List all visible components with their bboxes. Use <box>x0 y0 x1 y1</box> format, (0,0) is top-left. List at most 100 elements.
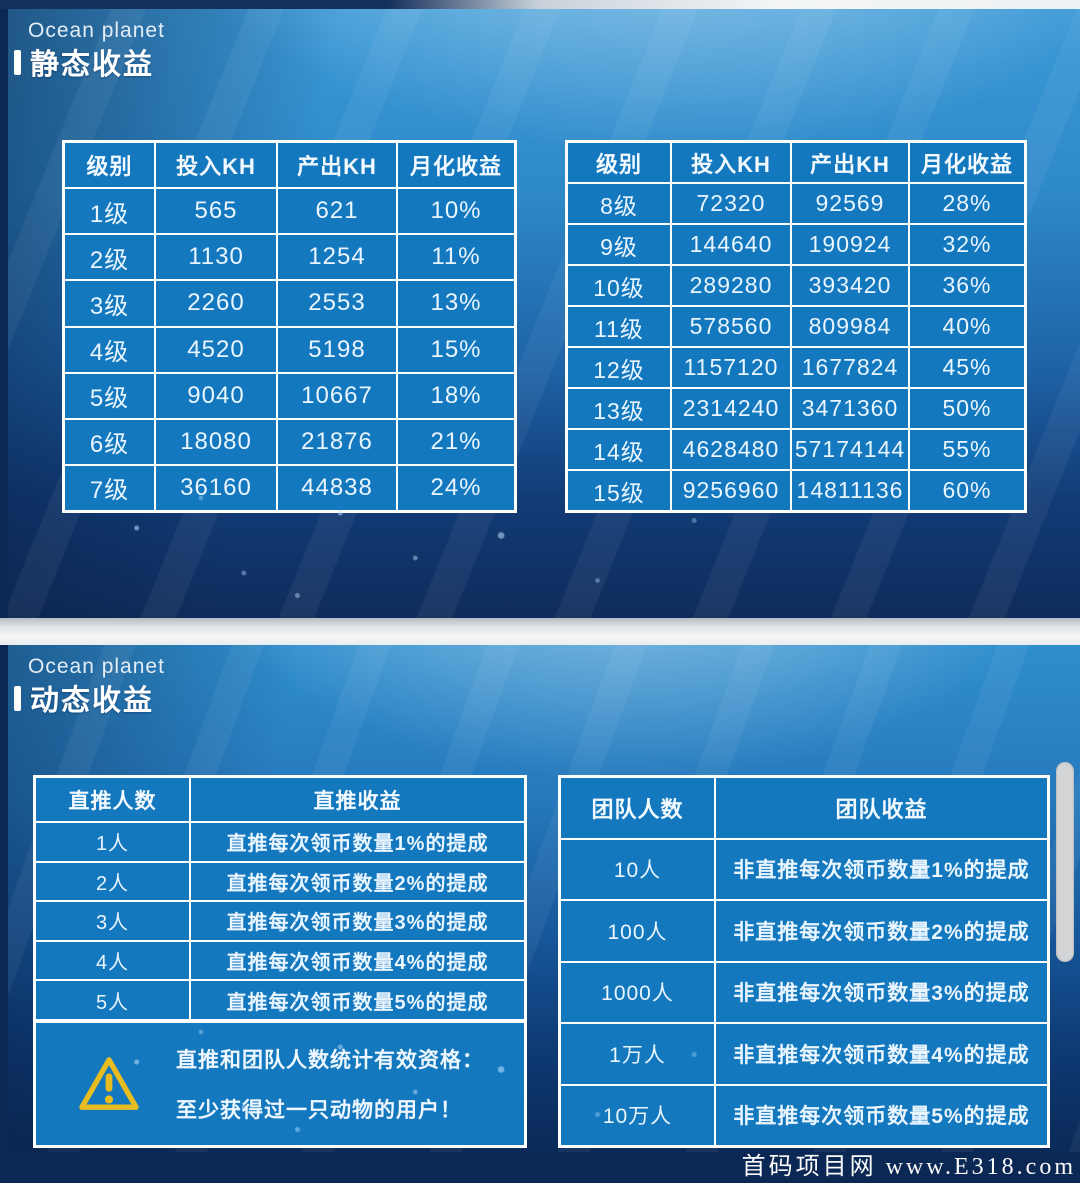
brand-label: Ocean planet <box>28 19 165 42</box>
table-header-cell: 月化收益 <box>398 143 514 188</box>
table-cell: 50% <box>910 389 1024 428</box>
dynamic-income-panel: Ocean planet 动态收益 直推人数 直推收益 1人 直推每次领币数量1%的提… <box>8 645 1080 1152</box>
table-cell: 44838 <box>278 465 396 510</box>
table-cell: 1000人 <box>561 962 714 1022</box>
table-cell: 12级 <box>568 348 670 387</box>
panel-title-text: 静态收益 <box>30 49 155 81</box>
table-header-cell: 产出KH <box>278 143 396 188</box>
table-header-cell: 直推人数 <box>36 778 189 821</box>
table-cell: 直推每次领币数量5%的提成 <box>191 981 524 1019</box>
table-cell: 36% <box>910 266 1024 305</box>
direct-referral-table: 直推人数 直推收益 1人 直推每次领币数量1%的提成 2人 直推每次领币数量2%的提成 3人… <box>33 775 527 1022</box>
top-edge-strip <box>0 0 1080 9</box>
table-cell: 3471360 <box>792 389 908 428</box>
table-cell: 60% <box>910 471 1024 510</box>
table-cell: 1万人 <box>561 1024 714 1084</box>
table-cell: 6级 <box>65 419 154 464</box>
table-cell: 10人 <box>561 839 714 899</box>
table-cell: 13级 <box>568 389 670 428</box>
table-cell: 10万人 <box>561 1085 714 1145</box>
dynamic-panel-title: 动态收益 <box>14 677 154 719</box>
title-bar-glyph <box>14 49 21 75</box>
table-cell: 5级 <box>65 373 154 418</box>
table-cell: 5198 <box>278 327 396 372</box>
static-table-left: 级别 投入KH 产出KH 月化收益 1级 565 621 10% 2级 1130 1254 11% 3级… <box>62 140 517 513</box>
warning-text: 直推和团队人数统计有效资格： 至少获得过一只动物的用户！ <box>176 1044 484 1124</box>
table-cell: 9256960 <box>672 471 790 510</box>
table-cell: 非直推每次领币数量1%的提成 <box>716 839 1047 899</box>
table-cell: 非直推每次领币数量3%的提成 <box>716 962 1047 1022</box>
table-cell: 1677824 <box>792 348 908 387</box>
table-cell: 190924 <box>792 225 908 264</box>
static-table-right: 级别 投入KH 产出KH 月化收益 8级 72320 92569 28% 9级 144640 190… <box>565 140 1027 513</box>
table-cell: 144640 <box>672 225 790 264</box>
table-cell: 8级 <box>568 184 670 223</box>
table-cell: 1157120 <box>672 348 790 387</box>
brand-label: Ocean planet <box>28 655 165 678</box>
table-cell: 621 <box>278 189 396 234</box>
table-cell: 直推每次领币数量1%的提成 <box>191 823 524 861</box>
table-header-cell: 级别 <box>568 143 670 182</box>
scrollbar-thumb[interactable] <box>1056 762 1074 962</box>
table-cell: 1130 <box>156 235 276 280</box>
table-cell: 10级 <box>568 266 670 305</box>
table-cell: 10% <box>398 189 514 234</box>
table-header-cell: 月化收益 <box>910 143 1024 182</box>
table-header-cell: 投入KH <box>672 143 790 182</box>
table-cell: 2人 <box>36 862 189 901</box>
table-cell: 11级 <box>568 307 670 346</box>
table-cell: 2553 <box>278 281 396 326</box>
table-cell: 15% <box>398 327 514 372</box>
table-cell: 1254 <box>278 235 396 280</box>
table-cell: 2314240 <box>672 389 790 428</box>
panel-title-text: 动态收益 <box>30 685 155 717</box>
table-header-cell: 团队人数 <box>561 778 714 838</box>
table-cell: 55% <box>910 430 1024 469</box>
qualification-warning-box: 直推和团队人数统计有效资格： 至少获得过一只动物的用户！ <box>33 1020 527 1148</box>
table-cell: 非直推每次领币数量5%的提成 <box>716 1085 1047 1145</box>
table-cell: 2260 <box>156 281 276 326</box>
static-income-panel: Ocean planet 静态收益 级别 投入KH 产出KH 月化收益 1级 565 621… <box>8 9 1080 618</box>
table-cell: 14811136 <box>792 471 908 510</box>
table-cell: 3级 <box>65 281 154 326</box>
panel-divider <box>0 618 1080 645</box>
table-cell: 28% <box>910 184 1024 223</box>
warning-line-1: 直推和团队人数统计有效资格： <box>176 1049 484 1072</box>
static-panel-title: 静态收益 <box>14 41 154 83</box>
table-header-cell: 直推收益 <box>191 778 524 821</box>
table-cell: 直推每次领币数量4%的提成 <box>191 941 524 980</box>
table-cell: 10667 <box>278 373 396 418</box>
table-header-cell: 团队收益 <box>716 778 1047 838</box>
table-cell: 1人 <box>36 823 189 861</box>
table-cell: 直推每次领币数量2%的提成 <box>191 862 524 901</box>
table-cell: 4人 <box>36 941 189 980</box>
table-cell: 13% <box>398 281 514 326</box>
table-cell: 45% <box>910 348 1024 387</box>
table-cell: 100人 <box>561 901 714 961</box>
table-cell: 2级 <box>65 235 154 280</box>
watermark-text: 首码项目网 www.E318.com <box>741 1154 1076 1180</box>
table-cell: 393420 <box>792 266 908 305</box>
table-cell: 15级 <box>568 471 670 510</box>
table-cell: 578560 <box>672 307 790 346</box>
warning-line-2: 至少获得过一只动物的用户！ <box>176 1099 462 1122</box>
table-cell: 40% <box>910 307 1024 346</box>
team-table: 团队人数 团队收益 10人 非直推每次领币数量1%的提成 100人 非直推每次领币数量2%… <box>558 775 1050 1148</box>
table-cell: 4520 <box>156 327 276 372</box>
table-cell: 18080 <box>156 419 276 464</box>
table-cell: 非直推每次领币数量2%的提成 <box>716 901 1047 961</box>
title-bar-glyph <box>14 685 21 711</box>
table-cell: 21876 <box>278 419 396 464</box>
table-cell: 57174144 <box>792 430 908 469</box>
table-cell: 72320 <box>672 184 790 223</box>
table-cell: 565 <box>156 189 276 234</box>
table-cell: 4628480 <box>672 430 790 469</box>
table-cell: 21% <box>398 419 514 464</box>
table-header-cell: 产出KH <box>792 143 908 182</box>
table-cell: 809984 <box>792 307 908 346</box>
table-cell: 32% <box>910 225 1024 264</box>
table-cell: 非直推每次领币数量4%的提成 <box>716 1024 1047 1084</box>
table-cell: 9级 <box>568 225 670 264</box>
table-cell: 1级 <box>65 189 154 234</box>
